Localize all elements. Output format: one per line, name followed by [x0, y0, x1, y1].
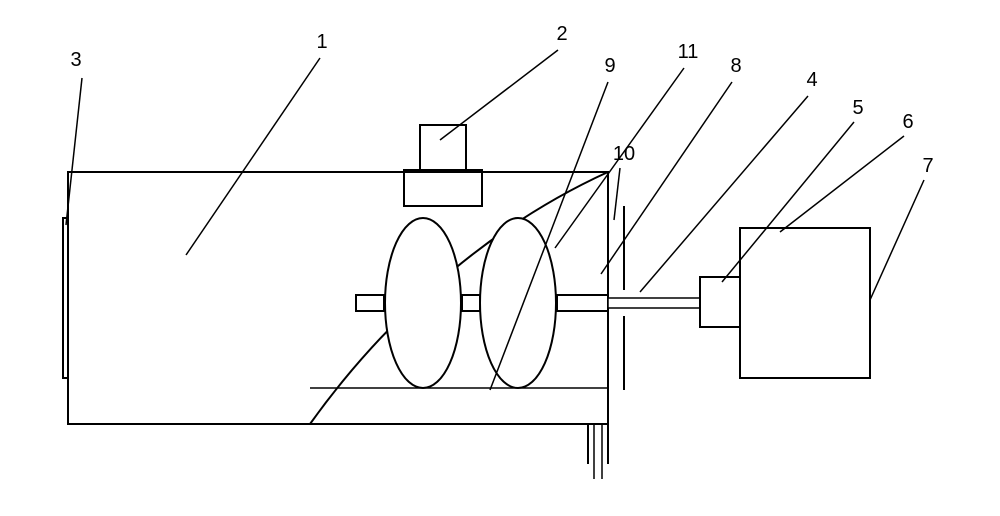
- end-cap-left: [63, 218, 68, 378]
- leader-7: [870, 180, 924, 300]
- drive-shaft: [608, 298, 700, 308]
- leader-5: [722, 122, 854, 282]
- motor-coupling: [700, 277, 740, 327]
- leader-8: [601, 82, 732, 274]
- label-10: 10: [613, 143, 635, 165]
- auger-helix-2: [480, 218, 556, 388]
- motor-body: [740, 228, 870, 378]
- label-1: 1: [316, 31, 327, 53]
- leader-6: [780, 136, 904, 232]
- label-3: 3: [70, 49, 81, 71]
- shaft-seg-1: [356, 295, 384, 311]
- leader-2: [440, 50, 558, 140]
- label-5: 5: [852, 97, 863, 119]
- shaft-seg-2: [462, 295, 480, 311]
- label-4: 4: [806, 69, 817, 91]
- label-11: 11: [678, 41, 699, 63]
- leader-10: [614, 168, 620, 220]
- label-9: 9: [604, 55, 615, 77]
- auger-helix-1: [385, 218, 461, 388]
- leader-3: [66, 78, 82, 225]
- label-7: 7: [922, 155, 933, 177]
- shaft-seg-3: [557, 295, 608, 311]
- inlet-collar: [404, 170, 482, 206]
- label-2: 2: [556, 23, 567, 45]
- leader-1: [186, 58, 320, 255]
- label-6: 6: [902, 111, 913, 133]
- diagram-svg: 3 1 2 9 11 8 10 4 5 67: [0, 0, 1000, 516]
- label-8: 8: [730, 55, 741, 77]
- leader-4: [640, 96, 808, 292]
- inlet-top: [420, 125, 466, 172]
